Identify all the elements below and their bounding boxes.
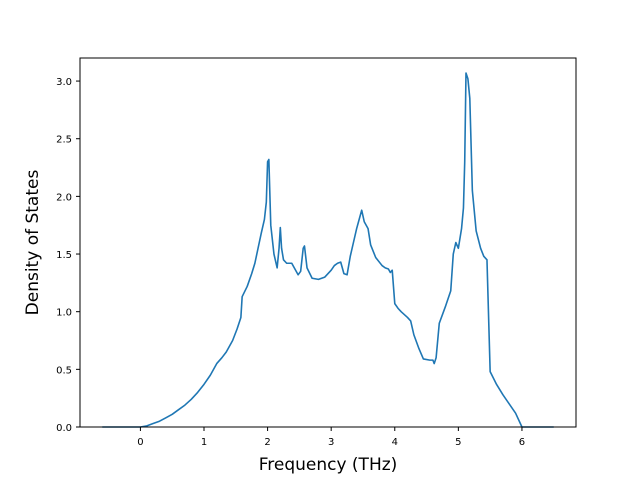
x-tick-label: 3 xyxy=(328,437,334,448)
x-axis-label: Frequency (THz) xyxy=(259,455,398,475)
dos-series-line xyxy=(102,72,554,428)
x-tick-label: 4 xyxy=(392,437,398,448)
x-tick-label: 2 xyxy=(264,437,270,448)
y-tick-label: 2.0 xyxy=(56,192,72,203)
y-axis-ticks: 0.0 0.5 1.0 1.5 2.0 2.5 3.0 xyxy=(56,77,80,434)
y-tick-label: 2.5 xyxy=(56,135,72,146)
x-tick-label: 1 xyxy=(201,437,207,448)
y-tick-label: 0.5 xyxy=(56,365,72,376)
y-tick-label: 3.0 xyxy=(56,77,72,88)
x-tick-label: 6 xyxy=(519,437,525,448)
y-tick-label: 0.0 xyxy=(56,423,72,434)
x-tick-label: 0 xyxy=(137,437,143,448)
y-tick-label: 1.5 xyxy=(56,250,72,261)
x-tick-label: 5 xyxy=(455,437,461,448)
y-axis-label: Density of States xyxy=(23,170,43,316)
x-axis-ticks: 0 1 2 3 4 5 6 xyxy=(137,427,525,448)
plot-area xyxy=(102,72,554,428)
y-tick-label: 1.0 xyxy=(56,308,72,319)
axes-frame xyxy=(79,57,577,428)
